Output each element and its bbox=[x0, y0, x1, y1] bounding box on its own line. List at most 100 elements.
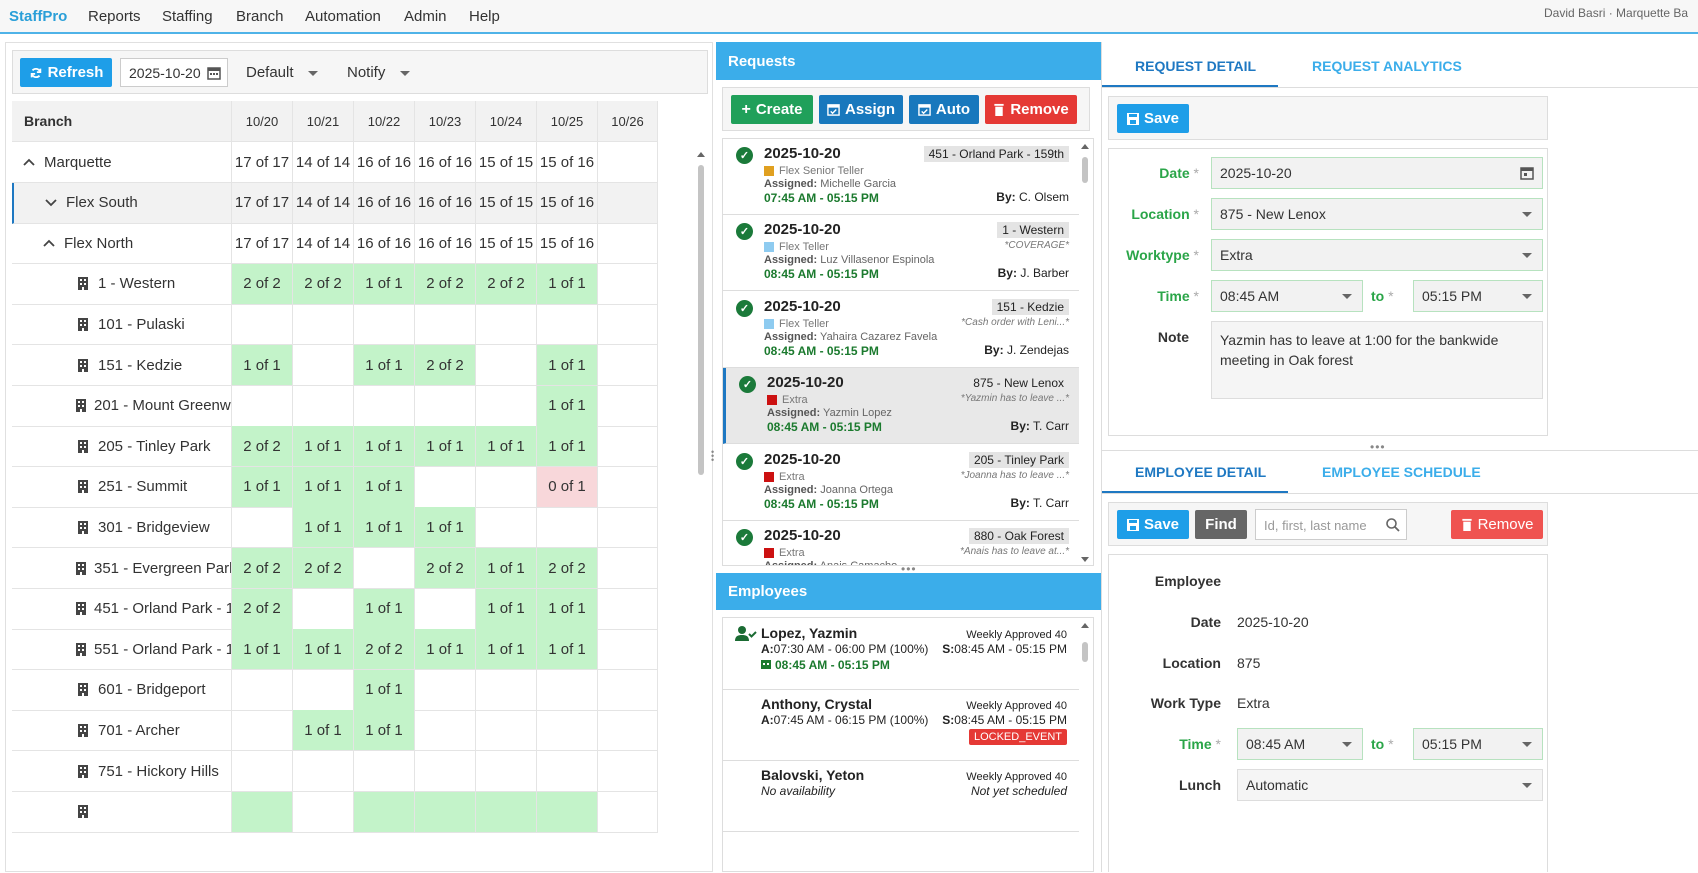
staffing-cell[interactable]: 1 of 1 bbox=[232, 466, 293, 508]
request-item[interactable]: ✓ 2025-10-20 1 - Western Flex Teller *CO… bbox=[723, 215, 1079, 292]
emp-time-to-select[interactable]: 05:15 PM bbox=[1413, 728, 1543, 760]
staffing-cell[interactable]: 1 of 1 bbox=[476, 588, 537, 630]
branch-row-name[interactable]: Marquette bbox=[12, 142, 232, 183]
save-request-button[interactable]: Save bbox=[1117, 104, 1189, 133]
staffing-cell[interactable]: 1 of 1 bbox=[232, 345, 293, 386]
branch-row-name[interactable]: 351 - Evergreen Park bbox=[12, 548, 232, 589]
staffing-cell[interactable]: 17 of 17 bbox=[232, 182, 293, 224]
date-column-header[interactable]: 10/26 bbox=[598, 101, 658, 142]
staffing-cell[interactable] bbox=[232, 791, 293, 833]
staffing-cell[interactable] bbox=[598, 791, 658, 833]
assign-button[interactable]: Assign bbox=[819, 95, 903, 124]
request-item[interactable]: ✓ 2025-10-20 151 - Kedzie Flex Teller *C… bbox=[723, 291, 1079, 368]
staffing-cell[interactable] bbox=[476, 791, 537, 833]
staffing-cell[interactable] bbox=[293, 588, 354, 630]
worktype-select[interactable]: Extra bbox=[1211, 239, 1543, 271]
staffing-cell[interactable] bbox=[354, 304, 415, 346]
staffing-cell[interactable] bbox=[232, 751, 293, 792]
employees-scrollbar[interactable] bbox=[1080, 622, 1090, 872]
staffing-cell[interactable] bbox=[537, 751, 598, 792]
staffing-cell[interactable] bbox=[354, 385, 415, 427]
staffing-cell[interactable] bbox=[598, 669, 658, 711]
branch-row-name[interactable]: 101 - Pulaski bbox=[12, 304, 232, 346]
date-column-header[interactable]: 10/21 bbox=[293, 101, 354, 142]
grid-scrollbar[interactable] bbox=[696, 151, 706, 871]
staffing-cell[interactable]: 1 of 1 bbox=[232, 629, 293, 671]
staffing-cell[interactable]: 1 of 1 bbox=[354, 588, 415, 630]
staffing-cell[interactable]: 1 of 1 bbox=[293, 710, 354, 752]
view-dropdown[interactable]: Default bbox=[246, 64, 318, 81]
staffing-cell[interactable]: 2 of 2 bbox=[415, 345, 476, 386]
date-field[interactable]: 2025-10-20 bbox=[1211, 157, 1543, 189]
staffing-cell[interactable]: 2 of 2 bbox=[415, 263, 476, 305]
branch-row-name[interactable]: 205 - Tinley Park bbox=[12, 426, 232, 468]
staffing-cell[interactable]: 15 of 16 bbox=[537, 223, 598, 265]
staffing-cell[interactable] bbox=[598, 345, 658, 386]
staffing-cell[interactable] bbox=[537, 791, 598, 833]
staffing-cell[interactable] bbox=[598, 182, 658, 224]
staffing-cell[interactable] bbox=[415, 710, 476, 752]
note-textarea[interactable]: Yazmin has to leave at 1:00 for the bank… bbox=[1211, 321, 1543, 399]
nav-item-staffing[interactable]: Staffing bbox=[162, 8, 213, 25]
staffing-cell[interactable]: 1 of 1 bbox=[293, 466, 354, 508]
staffing-cell[interactable] bbox=[476, 345, 537, 386]
staffing-cell[interactable] bbox=[598, 426, 658, 468]
tab-employee-detail[interactable]: EMPLOYEE DETAIL bbox=[1135, 464, 1267, 480]
staffing-cell[interactable]: 1 of 1 bbox=[537, 426, 598, 468]
branch-column-header[interactable]: Branch bbox=[12, 101, 232, 142]
date-column-header[interactable]: 10/24 bbox=[476, 101, 537, 142]
staffing-cell[interactable] bbox=[293, 751, 354, 792]
staffing-cell[interactable]: 1 of 1 bbox=[293, 507, 354, 549]
search-icon[interactable] bbox=[1386, 518, 1400, 532]
staffing-cell[interactable]: 17 of 17 bbox=[232, 223, 293, 265]
request-item[interactable]: ✓ 2025-10-20 880 - Oak Forest Extra *Ana… bbox=[723, 521, 1079, 565]
chevron-up-icon[interactable] bbox=[22, 158, 36, 166]
staffing-cell[interactable] bbox=[415, 304, 476, 346]
nav-item-branch[interactable]: Branch bbox=[236, 8, 284, 25]
staffing-cell[interactable]: 1 of 1 bbox=[415, 507, 476, 549]
staffing-cell[interactable] bbox=[415, 466, 476, 508]
time-to-select[interactable]: 05:15 PM bbox=[1413, 280, 1543, 312]
staffing-cell[interactable]: 1 of 1 bbox=[354, 426, 415, 468]
notify-dropdown[interactable]: Notify bbox=[347, 64, 410, 81]
branch-row-name[interactable]: 551 - Orland Park - 143rd bbox=[12, 629, 232, 671]
staffing-cell[interactable]: 15 of 15 bbox=[476, 142, 537, 183]
branch-row-name[interactable]: 751 - Hickory Hills bbox=[12, 751, 232, 792]
staffing-cell[interactable]: 2 of 2 bbox=[293, 263, 354, 305]
staffing-cell[interactable]: 1 of 1 bbox=[537, 263, 598, 305]
staffing-cell[interactable]: 17 of 17 bbox=[232, 142, 293, 183]
staffing-cell[interactable]: 1 of 1 bbox=[293, 629, 354, 671]
branch-row-name[interactable]: 151 - Kedzie bbox=[12, 345, 232, 386]
staffing-cell[interactable] bbox=[232, 507, 293, 549]
staffing-cell[interactable] bbox=[476, 751, 537, 792]
request-item[interactable]: ✓ 2025-10-20 875 - New Lenox Extra *Yazm… bbox=[723, 368, 1079, 445]
calendar-icon[interactable] bbox=[1520, 166, 1534, 180]
splitter-handle[interactable]: ••• bbox=[1370, 440, 1386, 454]
staffing-cell[interactable] bbox=[537, 669, 598, 711]
staffing-cell[interactable]: 16 of 16 bbox=[415, 182, 476, 224]
user-info[interactable]: David Basri · Marquette Ba bbox=[1544, 6, 1689, 20]
staffing-cell[interactable] bbox=[476, 710, 537, 752]
staffing-cell[interactable] bbox=[415, 751, 476, 792]
brand-logo[interactable]: StaffPro bbox=[9, 8, 68, 25]
employee-search-input[interactable]: Id, first, last name bbox=[1255, 509, 1407, 540]
staffing-cell[interactable]: 15 of 15 bbox=[476, 182, 537, 224]
staffing-cell[interactable] bbox=[293, 345, 354, 386]
date-column-header[interactable]: 10/23 bbox=[415, 101, 476, 142]
staffing-cell[interactable]: 1 of 1 bbox=[354, 710, 415, 752]
staffing-cell[interactable] bbox=[293, 791, 354, 833]
staffing-cell[interactable] bbox=[232, 385, 293, 427]
branch-row-name[interactable]: 251 - Summit bbox=[12, 466, 232, 508]
location-select[interactable]: 875 - New Lenox bbox=[1211, 198, 1543, 230]
staffing-cell[interactable] bbox=[293, 385, 354, 427]
time-from-select[interactable]: 08:45 AM bbox=[1211, 280, 1363, 312]
staffing-cell[interactable]: 16 of 16 bbox=[415, 223, 476, 265]
staffing-cell[interactable]: 1 of 1 bbox=[415, 426, 476, 468]
staffing-cell[interactable]: 15 of 16 bbox=[537, 182, 598, 224]
staffing-cell[interactable]: 1 of 1 bbox=[476, 426, 537, 468]
staffing-cell[interactable] bbox=[537, 304, 598, 346]
nav-item-automation[interactable]: Automation bbox=[305, 8, 381, 25]
date-picker[interactable]: 2025-10-20 bbox=[120, 58, 228, 87]
branch-row-name[interactable] bbox=[12, 791, 232, 833]
staffing-cell[interactable] bbox=[232, 669, 293, 711]
